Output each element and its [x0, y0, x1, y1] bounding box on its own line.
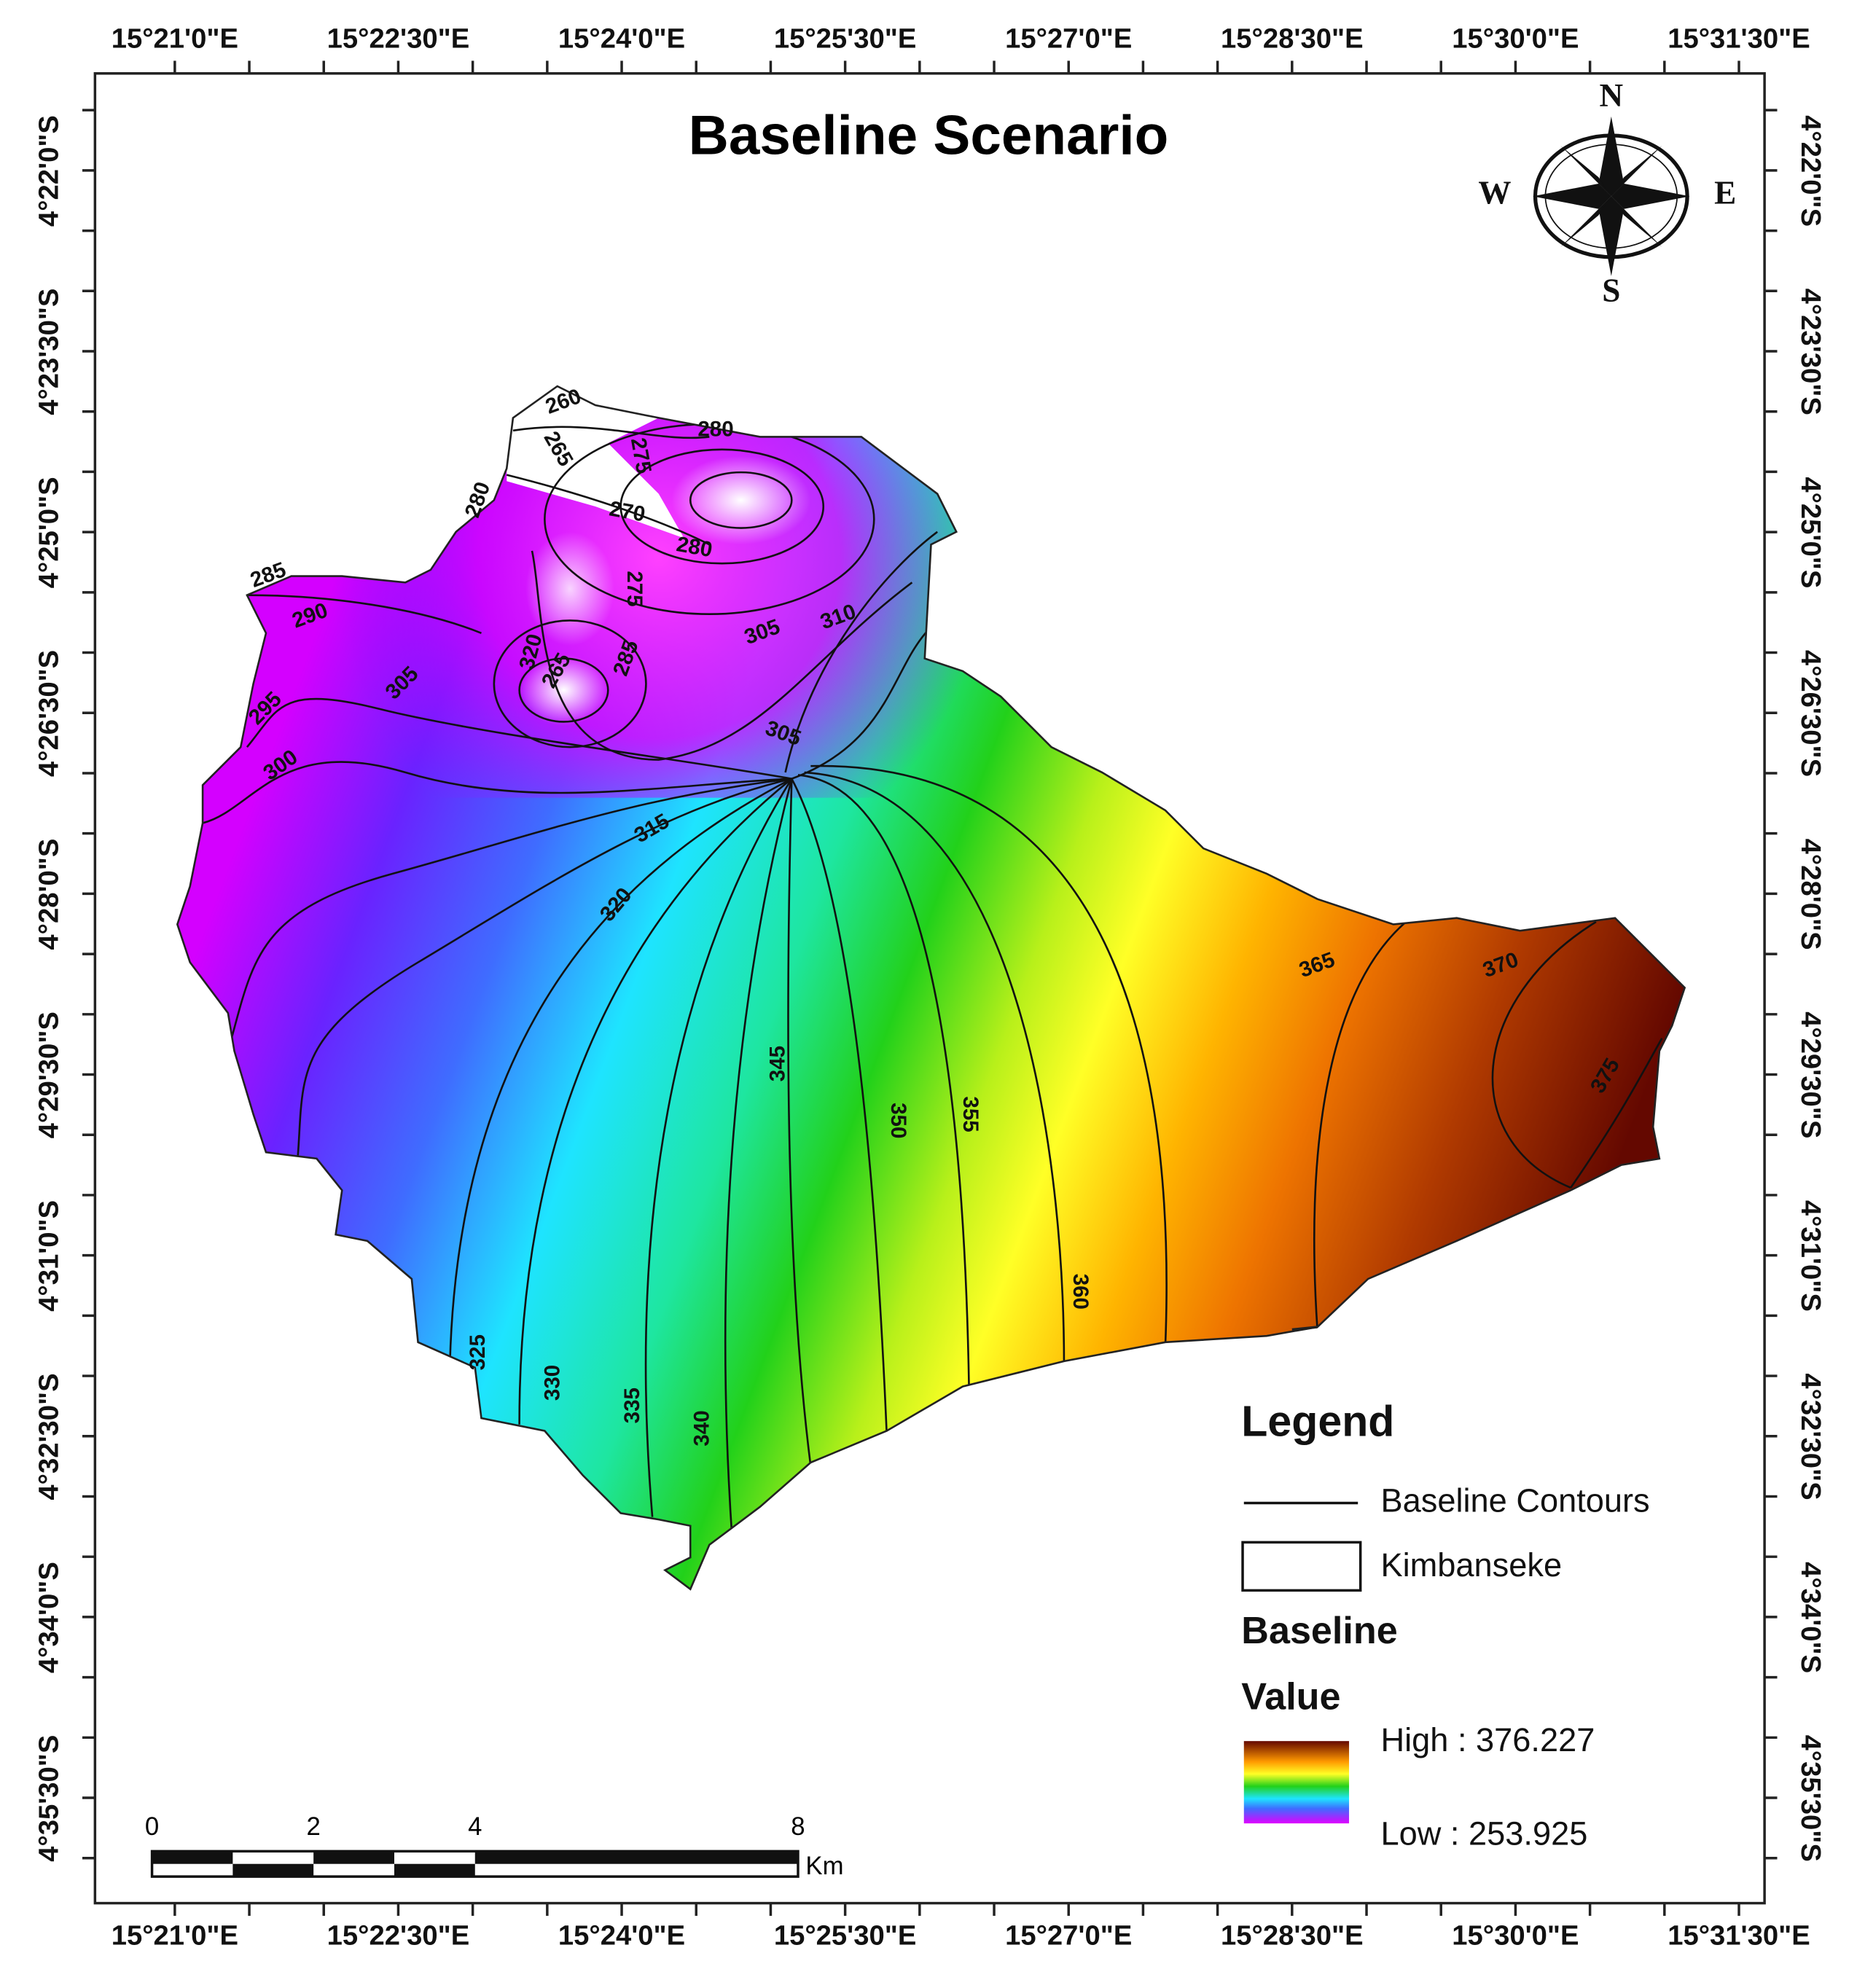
compass-s: S — [1602, 272, 1620, 308]
contour-label: 355 — [958, 1096, 982, 1132]
scale-segment — [152, 1851, 233, 1864]
labels: 15°21'0"E 15°21'0"E 15°22'30"E 15°22'30"E 15… — [34, 23, 1826, 1952]
compass-n: N — [1600, 77, 1624, 114]
legend-item: Kimbanseke — [1380, 1546, 1562, 1584]
latitude-label: 4°32'30"S — [1795, 1373, 1826, 1500]
latitude-label: 4°25'0"S — [1795, 477, 1826, 588]
longitude-label: 15°27'0"E — [1005, 23, 1132, 55]
latitude-label: 4°26'30"S — [1795, 650, 1826, 777]
north-arrow: N S W E — [1478, 77, 1736, 309]
latitude-label: 4°35'30"S — [34, 1735, 65, 1862]
latitude-label: 4°31'0"S — [34, 1200, 65, 1312]
latitude-label: 4°22'0"S — [34, 115, 65, 227]
scale-unit: Km — [805, 1852, 843, 1880]
longitude-label: 15°30'0"E — [1452, 1920, 1579, 1952]
latitude-label: 4°29'30"S — [1795, 1011, 1826, 1138]
latitude-label: 4°35'30"S — [1795, 1735, 1826, 1862]
longitude-label: 15°21'0"E — [112, 23, 238, 55]
scale-segment — [394, 1863, 475, 1877]
contour-label: 280 — [675, 532, 714, 562]
longitude-label: 15°30'0"E — [1452, 23, 1579, 55]
map-title: Baseline Scenario — [689, 104, 1169, 166]
contour-label: 350 — [886, 1103, 910, 1138]
longitude-label: 15°24'0"E — [558, 23, 685, 55]
legend-low: Low : 253.925 — [1380, 1815, 1587, 1852]
contour-label: 270 — [608, 497, 647, 527]
latitude-label: 4°23'30"S — [34, 289, 65, 415]
latitude-label: 4°25'0"S — [34, 477, 65, 588]
latitude-label: 4°28'0"S — [1795, 839, 1826, 950]
legend-high: High : 376.227 — [1380, 1721, 1595, 1758]
legend-ramp-title: Value — [1241, 1676, 1340, 1718]
latitude-label: 4°23'30"S — [1795, 289, 1826, 415]
legend: Legend Baseline Contours Kimbanseke Base… — [1241, 1397, 1650, 1852]
latitude-label: 4°32'30"S — [34, 1373, 65, 1500]
contour-label: 335 — [620, 1388, 644, 1423]
longitude-label: 15°28'30"E — [1221, 1920, 1364, 1952]
scale-segment — [474, 1851, 798, 1864]
longitude-label: 15°27'0"E — [1005, 1920, 1132, 1952]
latitude-label: 4°31'0"S — [1795, 1200, 1826, 1312]
contour-label: 340 — [689, 1410, 714, 1446]
scale-label: 2 — [307, 1813, 321, 1841]
longitude-label: 15°25'30"E — [774, 1920, 917, 1952]
longitude-label: 15°21'0"E — [112, 1920, 238, 1952]
contour-label: 280 — [697, 418, 733, 442]
scale-label: 0 — [145, 1813, 159, 1841]
longitude-label: 15°25'30"E — [774, 23, 917, 55]
longitude-label: 15°24'0"E — [558, 1920, 685, 1952]
contour-label: 275 — [622, 571, 646, 606]
latitude-label: 4°22'0"S — [1795, 115, 1826, 227]
compass-e: E — [1714, 175, 1736, 211]
legend-title: Legend — [1241, 1397, 1394, 1445]
legend-ramp-title: Baseline — [1241, 1610, 1397, 1652]
contour-label: 360 — [1068, 1274, 1092, 1310]
longitude-label: 15°22'30"E — [327, 23, 470, 55]
longitude-label: 15°28'30"E — [1221, 23, 1364, 55]
contour-label: 330 — [540, 1365, 564, 1401]
latitude-label: 4°28'0"S — [34, 839, 65, 950]
contour-label: 325 — [466, 1334, 490, 1370]
latitude-label: 4°34'0"S — [1795, 1562, 1826, 1673]
scale-label: 8 — [791, 1813, 805, 1841]
longitude-label: 15°31'30"E — [1668, 23, 1810, 55]
latitude-label: 4°34'0"S — [34, 1562, 65, 1673]
latitude-label: 4°26'30"S — [34, 650, 65, 777]
contour-label: 275 — [626, 436, 656, 475]
longitude-label: 15°31'30"E — [1668, 1920, 1810, 1952]
scale-label: 4 — [468, 1813, 482, 1841]
scale-segment — [232, 1863, 314, 1877]
legend-item: Baseline Contours — [1380, 1482, 1649, 1519]
compass-w: W — [1478, 175, 1511, 211]
scale-segment — [313, 1851, 394, 1864]
longitude-label: 15°22'30"E — [327, 1920, 470, 1952]
latitude-label: 4°29'30"S — [34, 1011, 65, 1138]
contour-label: 345 — [766, 1046, 790, 1081]
